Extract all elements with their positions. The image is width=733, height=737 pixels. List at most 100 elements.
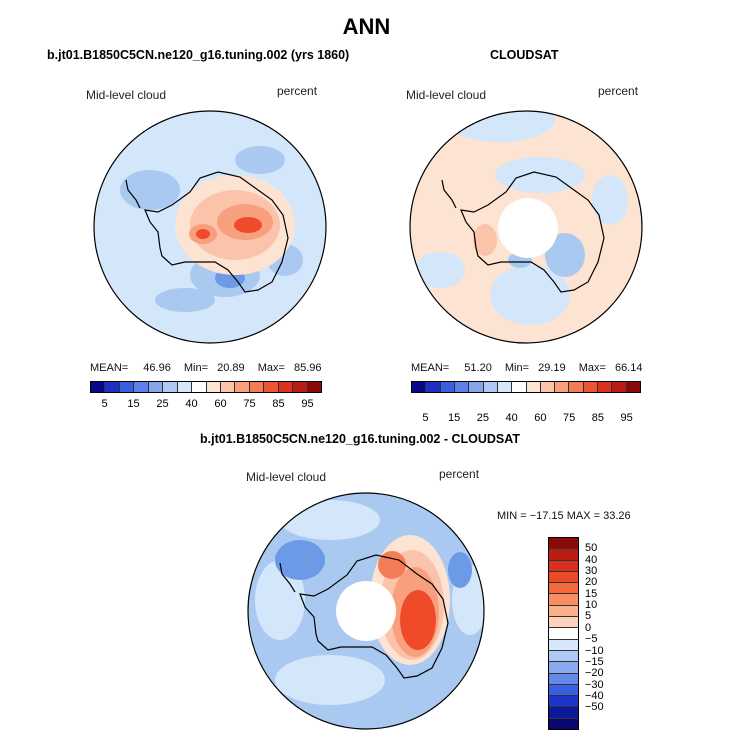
panel1-colorbar: [90, 381, 322, 393]
panel3-colorbar-tick-label: 40: [585, 553, 598, 566]
panel3-colorbar-tick-label: −15: [585, 655, 604, 668]
panel3-colorbar-tick-label: 30: [585, 565, 598, 578]
panel3-stats: MIN = −17.15 MAX = 33.26: [497, 510, 631, 522]
panel3-colorbar-swatch: [549, 628, 578, 640]
panel2-colorbar-swatch: [412, 382, 427, 392]
panel2-colorbar-swatch: [626, 382, 640, 392]
panel3-colorbar-tick-label: 15: [585, 587, 598, 600]
panel3-units-label: percent: [439, 467, 480, 481]
panel3-colorbar-swatch: [549, 696, 578, 708]
panel1-colorbar-tick-label: 95: [301, 398, 314, 410]
panel2-colorbar-swatch: [526, 382, 541, 392]
panel2-stats: MEAN= 51.20 Min= 29.19 Max= 66.14: [411, 362, 643, 374]
panel2-colorbar-swatch: [540, 382, 556, 392]
panel2-max-value: 66.14: [614, 362, 643, 374]
panel1-colorbar-swatch: [249, 382, 265, 392]
panel3-colorbar-swatch: [549, 571, 578, 584]
panel1-mean-label: MEAN=: [90, 362, 129, 374]
panel1-colorbar-swatch: [105, 382, 120, 392]
panel2-colorbar-swatch: [426, 382, 441, 392]
panel3-colorbar-swatch: [549, 538, 578, 550]
panel3-colorbar-swatch: [549, 583, 578, 595]
panel2-mean-label: MEAN=: [411, 362, 450, 374]
panel3-colorbar-swatch: [549, 707, 578, 719]
panel3-colorbar-swatch: [549, 617, 578, 629]
panel3-colorbar-ticks: 50 40 30 20 15 10 5 0 −5 −10 −15 −20 −30 −40 −50: [585, 537, 625, 730]
panel1-colorbar-swatch: [91, 382, 106, 392]
panel1-field: [94, 111, 326, 343]
panel3-colorbar-swatch: [549, 718, 578, 730]
panel3-colorbar-tick-label: −20: [585, 667, 604, 680]
panel3-colorbar-swatch: [549, 549, 578, 561]
panel2-colorbar-tick-label: 15: [448, 412, 461, 424]
panel2-colorbar-swatch: [598, 382, 613, 392]
panel2-colorbar-tick-label: 40: [505, 412, 518, 424]
panel2-colorbar-swatch: [612, 382, 627, 392]
panel3-colorbar-tick-label: 5: [585, 610, 592, 623]
panel3-title: b.jt01.B1850C5CN.ne120_g16.tuning.002 - …: [200, 432, 520, 446]
panel1-colorbar-swatch: [220, 382, 236, 392]
panel1-colorbar-swatch: [119, 382, 135, 392]
panel1-colorbar-swatch: [148, 382, 164, 392]
panel1-colorbar-tick-label: 25: [156, 398, 169, 410]
panel2-min-value: 29.19: [538, 362, 566, 374]
panel2-field: [410, 111, 642, 343]
panel3-colorbar-tick-label: −30: [585, 678, 604, 691]
panel2-min-label: Min=: [504, 362, 530, 374]
panel2-colorbar-swatch: [569, 382, 584, 392]
panel1-colorbar-swatch: [134, 382, 149, 392]
panel2-colorbar-swatch: [454, 382, 470, 392]
panel1-colorbar-swatch: [206, 382, 221, 392]
panel2-colorbar-tick-label: 5: [422, 412, 429, 424]
panel2-units-label: percent: [598, 84, 639, 98]
panel3-coastline: [299, 554, 449, 679]
panel2-colorbar-swatch: [440, 382, 455, 392]
panel2-colorbar-swatch: [497, 382, 513, 392]
panel1-colorbar-swatch: [278, 382, 294, 392]
panel3-colorbar-tick-label: 50: [585, 542, 598, 555]
panel3-field: [248, 493, 484, 729]
panel1-colorbar-swatch: [163, 382, 178, 392]
panel1-min-label: Min=: [183, 362, 209, 374]
panel1-colorbar-swatch: [177, 382, 193, 392]
panel2-colorbar-tick-label: 85: [591, 412, 604, 424]
panel1-colorbar-tick-label: 5: [101, 398, 108, 410]
panel1-colorbar-tick-label: 15: [127, 398, 140, 410]
panel3-colorbar-swatch: [549, 639, 578, 651]
panel3-colorbar-tick-label: 0: [585, 621, 592, 634]
panel3-colorbar-swatch: [549, 605, 578, 618]
panel1-stats: MEAN= 46.96 Min= 20.89 Max= 85.96: [90, 362, 322, 374]
panel2-variable-label: Mid-level cloud: [406, 88, 487, 102]
panel2-colorbar-swatch: [583, 382, 599, 392]
panel2-colorbar-tick-label: 75: [563, 412, 576, 424]
panel2-colorbar: [411, 381, 641, 393]
panel3-colorbar-tick-label: 20: [585, 576, 598, 589]
panel1-max-value: 85.96: [293, 362, 322, 374]
panel3-colorbar-swatch: [549, 650, 578, 663]
panel1-colorbar-swatch: [307, 382, 321, 392]
panel1-colorbar-swatch: [293, 382, 308, 392]
panel2-colorbar-tick-label: 25: [476, 412, 489, 424]
panel3-variable-label: Mid-level cloud: [246, 470, 327, 484]
panel3-colorbar: [548, 537, 579, 730]
panel1-min-value: 20.89: [217, 362, 245, 374]
panel3-colorbar-tick-label: −40: [585, 689, 604, 702]
panel3-colorbar-swatch: [549, 560, 578, 572]
panel2-colorbar-swatch: [555, 382, 570, 392]
panel1-colorbar-tick-label: 40: [185, 398, 198, 410]
panel1-colorbar-swatch: [264, 382, 279, 392]
panel1-colorbar-swatch: [192, 382, 207, 392]
panel1-colorbar-tick-label: 75: [243, 398, 256, 410]
panel3-colorbar-tick-label: −50: [585, 701, 604, 714]
panel2-colorbar-tick-label: 95: [620, 412, 633, 424]
panel3-colorbar-swatch: [549, 662, 578, 674]
panel3-colorbar-swatch: [549, 684, 578, 697]
panel2-colorbar-tick-label: 60: [534, 412, 547, 424]
panel1-units-label: percent: [277, 84, 318, 98]
panel1-title: b.jt01.B1850C5CN.ne120_g16.tuning.002 (y…: [47, 48, 350, 62]
panel2-colorbar-swatch: [469, 382, 484, 392]
panel1-colorbar-tick-label: 85: [272, 398, 285, 410]
